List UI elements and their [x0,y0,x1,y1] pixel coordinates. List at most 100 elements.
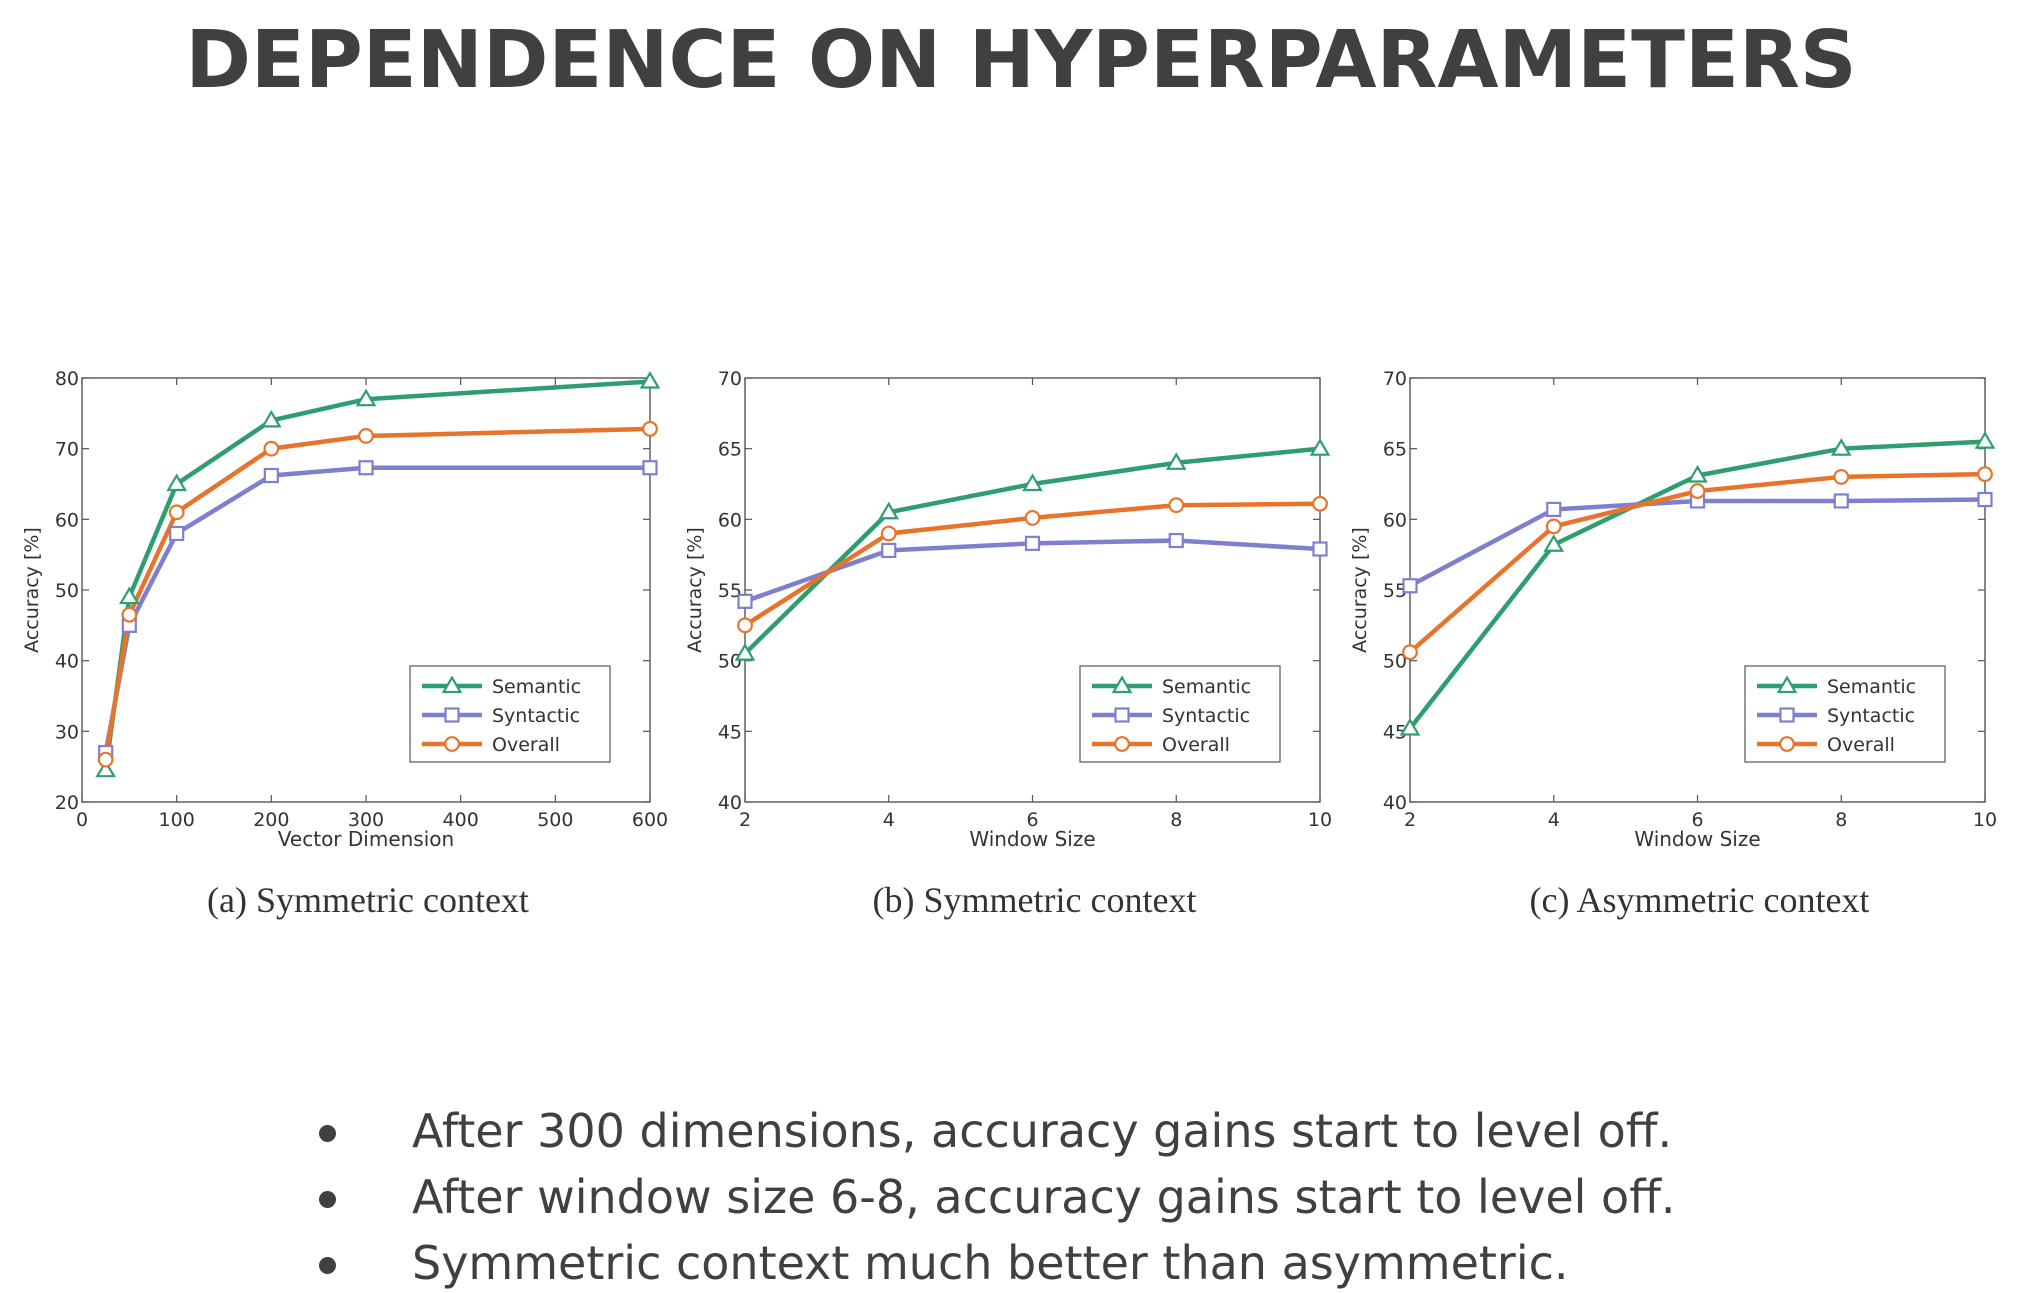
x-tick-label: 2 [1404,809,1416,831]
x-tick-label: 600 [632,809,668,831]
chart-panel: 0 100 200 300 400 500 600 20 30 40 50 60 70 80 Vector … [21,368,668,920]
data-point [97,751,114,768]
legend-label: Syntactic [492,705,580,727]
x-tick-label: 200 [253,809,289,831]
data-point [1689,483,1706,499]
data-point [1024,535,1041,551]
data-point [1168,532,1184,549]
y-tick-label: 70 [718,368,742,390]
x-tick-label: 6 [1026,809,1038,831]
legend-label: Overall [1162,734,1230,756]
data-point [263,440,280,457]
x-tick-label: 0 [76,809,88,831]
data-point [1024,510,1041,526]
legend-marker [444,707,460,723]
y-tick-label: 40 [718,792,742,814]
y-axis-label: Accuracy [%] [684,527,706,653]
x-axis-label: Window Size [1634,827,1760,851]
y-tick-label: 55 [718,580,742,602]
data-point [1402,578,1418,594]
data-point [642,420,658,437]
data-point [261,409,282,428]
y-tick-label: 40 [1383,792,1407,814]
legend-marker [1111,675,1133,694]
y-tick-label: 45 [1383,721,1407,743]
data-point [169,525,185,542]
x-tick-label: 4 [883,809,895,831]
data-point [1977,466,1993,483]
legend-label: Overall [1827,734,1895,756]
legend-marker [1114,736,1130,752]
series-line [103,426,653,762]
y-tick-label: 80 [55,368,79,390]
data-point [1833,469,1850,485]
x-axis-label: Vector Dimension [278,827,454,851]
legend-marker [1114,707,1130,723]
legend-label: Syntactic [1827,705,1915,727]
chart-panel: 2 4 6 8 10 40 45 50 55 60 65 70 Window Size Accuracy … [684,368,1332,920]
legend-marker [1776,675,1798,694]
y-tick-label: 50 [55,580,79,602]
y-tick-label: 65 [1383,439,1407,461]
y-tick-label: 65 [718,439,742,461]
x-tick-label: 500 [537,809,573,831]
legend: Semantic Syntactic Overall [1079,665,1281,763]
y-tick-label: 70 [1383,368,1407,390]
data-point [1977,491,1993,508]
data-point [639,370,661,389]
y-tick-label: 60 [718,509,742,531]
x-tick-label: 6 [1691,809,1703,831]
data-point [1830,438,1852,456]
x-axis-label: Window Size [969,827,1095,851]
data-point [1168,497,1185,514]
data-point [1312,541,1328,557]
legend-label: Semantic [1162,676,1251,698]
data-point [737,593,753,609]
y-tick-label: 70 [55,439,79,461]
y-axis-label: Accuracy [%] [1349,527,1371,653]
chart-caption: (a) Symmetric context [207,880,529,920]
x-tick-label: 2 [739,809,751,831]
legend-marker [1779,707,1795,723]
x-tick-label: 8 [1835,809,1847,831]
x-tick-label: 10 [1308,809,1332,831]
legend: Semantic Syntactic Overall [1744,665,1946,763]
data-point [119,586,140,605]
data-point [1687,464,1708,483]
legend-marker [441,675,463,694]
data-point [881,542,897,559]
data-point [1833,493,1849,509]
data-point [355,388,377,407]
y-tick-label: 30 [55,721,79,743]
data-point [358,428,374,444]
legend-label: Semantic [492,676,581,698]
y-tick-label: 50 [718,651,742,673]
legend-label: Semantic [1827,676,1916,698]
chart-panel: 2 4 6 8 10 40 45 50 55 60 65 70 Window Size Accuracy … [1349,368,1997,920]
y-axis-label: Accuracy [%] [21,527,43,653]
y-tick-label: 40 [55,651,79,673]
legend-label: Overall [492,734,560,756]
data-point [1309,438,1331,456]
y-tick-label: 55 [1383,580,1407,602]
chart-caption: (c) Asymmetric context [1530,880,1870,920]
x-tick-label: 100 [159,809,195,831]
data-point [1546,501,1562,518]
data-point [1545,518,1562,535]
legend: Semantic Syntactic Overall [409,665,611,763]
data-point [263,467,279,484]
data-point [1974,431,1996,449]
data-point [880,525,897,542]
data-point [166,473,187,492]
data-point [737,617,753,634]
x-tick-label: 8 [1170,809,1182,831]
data-point [642,460,658,476]
slide-title: DEPENDENCE ON HYPERPARAMETERS [185,14,1857,106]
y-tick-label: 20 [55,792,79,814]
data-point [1312,495,1328,512]
x-tick-label: 4 [1548,809,1560,831]
legend-marker [1779,736,1795,752]
chart-caption: (b) Symmetric context [873,880,1197,920]
data-point [1165,452,1187,470]
legend-label: Syntactic [1162,705,1250,727]
